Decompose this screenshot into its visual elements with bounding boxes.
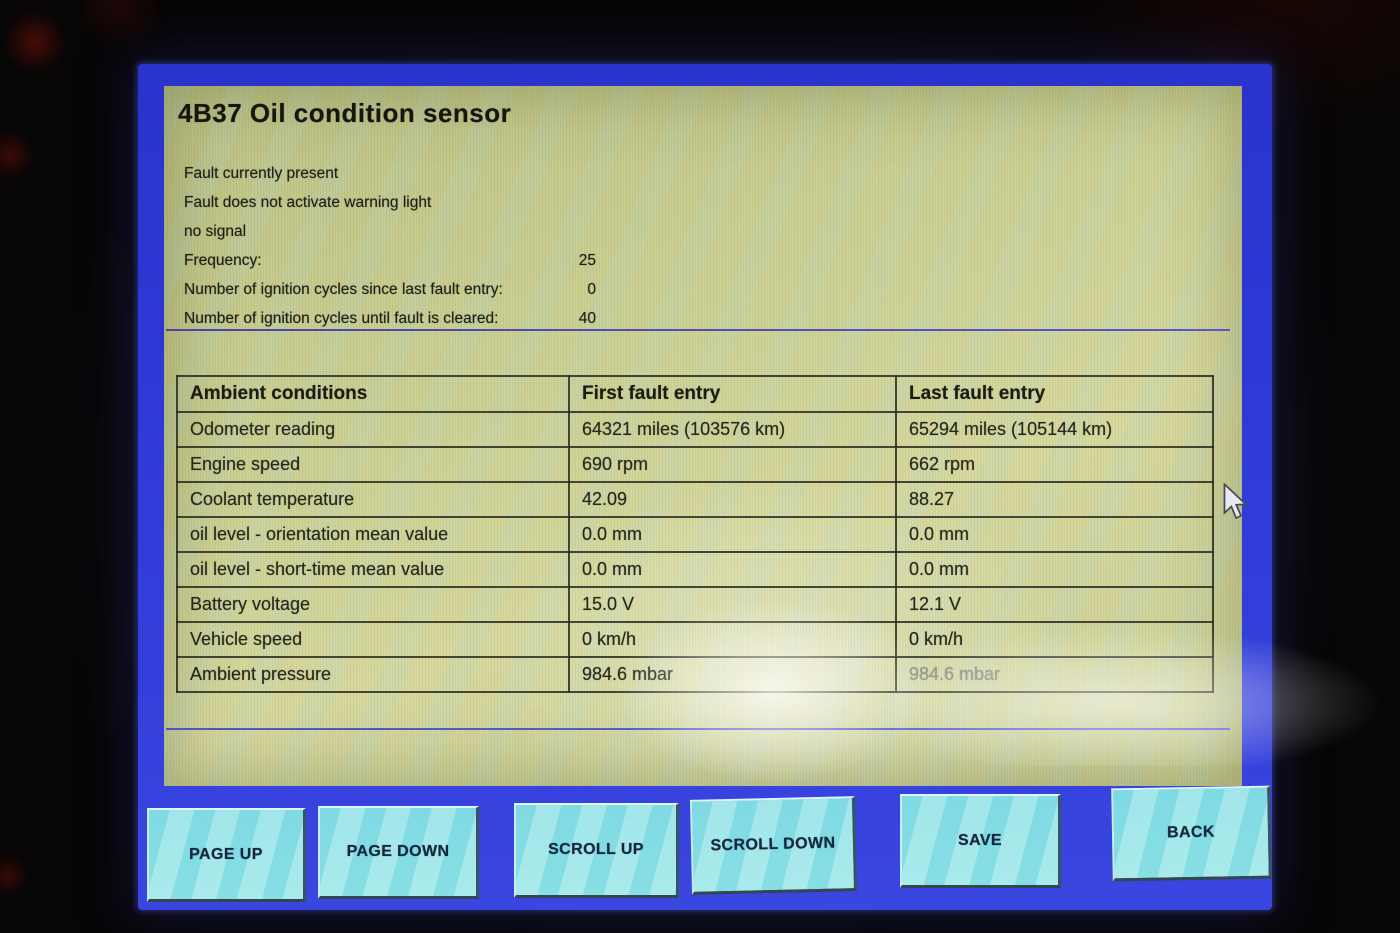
first-fault-cell: 15.0 V bbox=[568, 586, 897, 623]
ambient-conditions-table: Ambient conditions First fault entry Las… bbox=[176, 375, 1214, 693]
first-fault-cell: 984.6 mbar bbox=[568, 656, 897, 693]
ignition-cycles-since-value: 0 bbox=[587, 281, 596, 298]
last-fault-cell: 65294 miles (105144 km) bbox=[895, 411, 1214, 448]
column-header-first-fault-entry: First fault entry bbox=[568, 375, 897, 413]
scroll-up-button[interactable]: SCROLL UP bbox=[514, 803, 679, 898]
ignition-cycles-until-row: Number of ignition cycles until fault is… bbox=[184, 304, 824, 333]
row-label-cell: oil level - orientation mean value bbox=[176, 516, 570, 553]
ignition-cycles-since-label: Number of ignition cycles since last fau… bbox=[184, 281, 503, 298]
row-label-cell: oil level - short-time mean value bbox=[176, 551, 570, 588]
table-row-vehicle-speed: Vehicle speed 0 km/h 0 km/h bbox=[176, 621, 1214, 658]
fault-status-line: Fault does not activate warning light bbox=[184, 194, 432, 211]
last-fault-cell: 984.6 mbar bbox=[895, 656, 1214, 693]
row-label-cell: Engine speed bbox=[176, 446, 570, 483]
frequency-value: 25 bbox=[578, 252, 596, 269]
column-header-ambient-conditions: Ambient conditions bbox=[176, 375, 570, 413]
table-row-battery-voltage: Battery voltage 15.0 V 12.1 V bbox=[176, 586, 1214, 623]
table-row-oil-level-orientation: oil level - orientation mean value 0.0 m… bbox=[176, 516, 1214, 553]
first-fault-cell: 690 rpm bbox=[568, 446, 897, 483]
row-label-cell: Coolant temperature bbox=[176, 481, 570, 518]
first-fault-cell: 0 km/h bbox=[568, 621, 897, 658]
fault-info-block: Fault currently present Fault does not a… bbox=[184, 159, 824, 333]
table-row-engine-speed: Engine speed 690 rpm 662 rpm bbox=[176, 446, 1214, 483]
back-button[interactable]: BACK bbox=[1111, 785, 1272, 882]
last-fault-cell: 0.0 mm bbox=[895, 516, 1214, 553]
separator-line bbox=[166, 728, 1230, 730]
last-fault-cell: 88.27 bbox=[895, 481, 1214, 518]
first-fault-cell: 42.09 bbox=[568, 481, 897, 518]
first-fault-cell: 64321 miles (103576 km) bbox=[568, 411, 897, 448]
last-fault-cell: 12.1 V bbox=[895, 586, 1214, 623]
table-row-oil-level-short-time: oil level - short-time mean value 0.0 mm… bbox=[176, 551, 1214, 588]
table-header-row: Ambient conditions First fault entry Las… bbox=[176, 375, 1214, 413]
frequency-row: Frequency: 25 bbox=[184, 246, 824, 275]
ignition-cycles-until-value: 40 bbox=[578, 310, 596, 327]
row-label-cell: Ambient pressure bbox=[176, 656, 570, 693]
fault-status-line: no signal bbox=[184, 223, 247, 240]
row-label-cell: Battery voltage bbox=[176, 586, 570, 623]
page-up-button[interactable]: PAGE UP bbox=[147, 808, 306, 902]
mouse-cursor-icon bbox=[1223, 483, 1248, 520]
row-label-cell: Odometer reading bbox=[176, 411, 570, 448]
save-button[interactable]: SAVE bbox=[900, 794, 1061, 888]
separator-line bbox=[166, 329, 1230, 331]
scroll-down-button[interactable]: SCROLL DOWN bbox=[689, 796, 858, 895]
frequency-label: Frequency: bbox=[184, 252, 262, 269]
last-fault-cell: 0.0 mm bbox=[895, 551, 1214, 588]
table-row-coolant-temperature: Coolant temperature 42.09 88.27 bbox=[176, 481, 1214, 518]
page-title: 4B37 Oil condition sensor bbox=[178, 98, 512, 128]
table-row-ambient-pressure: Ambient pressure 984.6 mbar 984.6 mbar bbox=[176, 656, 1214, 693]
content-panel: 4B37 Oil condition sensor Fault currentl… bbox=[164, 86, 1384, 796]
fault-status-line: Fault currently present bbox=[184, 165, 339, 182]
column-header-last-fault-entry: Last fault entry bbox=[895, 375, 1214, 413]
table-row-odometer: Odometer reading 64321 miles (103576 km)… bbox=[176, 411, 1214, 448]
ignition-cycles-since-row: Number of ignition cycles since last fau… bbox=[184, 275, 824, 304]
last-fault-cell: 662 rpm bbox=[895, 446, 1214, 483]
ignition-cycles-until-label: Number of ignition cycles until fault is… bbox=[184, 310, 499, 327]
last-fault-cell: 0 km/h bbox=[895, 621, 1214, 658]
page-down-button[interactable]: PAGE DOWN bbox=[318, 806, 479, 899]
first-fault-cell: 0.0 mm bbox=[568, 516, 897, 553]
row-label-cell: Vehicle speed bbox=[176, 621, 570, 658]
first-fault-cell: 0.0 mm bbox=[568, 551, 897, 588]
